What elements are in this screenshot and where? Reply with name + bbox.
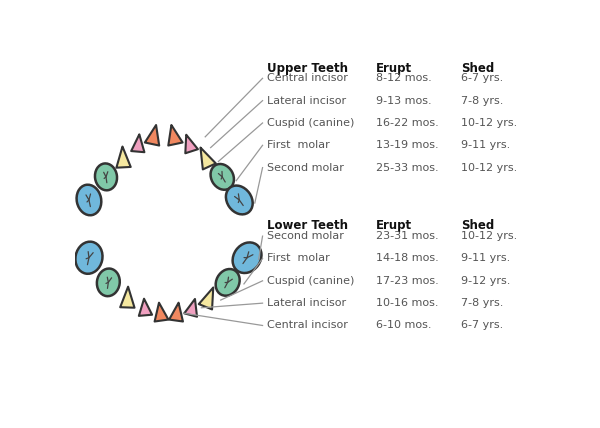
Text: First  molar: First molar <box>267 140 330 150</box>
Text: 14-18 mos.: 14-18 mos. <box>376 253 439 264</box>
Text: Cuspid (canine): Cuspid (canine) <box>267 276 355 286</box>
Ellipse shape <box>226 186 253 214</box>
Polygon shape <box>145 125 159 146</box>
Text: Second molar: Second molar <box>267 231 344 241</box>
Text: 6-7 yrs.: 6-7 yrs. <box>461 73 503 83</box>
Polygon shape <box>169 303 183 321</box>
Text: 10-12 yrs.: 10-12 yrs. <box>461 118 517 128</box>
Text: 16-22 mos.: 16-22 mos. <box>376 118 439 128</box>
Text: 7-8 yrs.: 7-8 yrs. <box>461 298 503 308</box>
Polygon shape <box>168 125 182 146</box>
Ellipse shape <box>95 163 117 190</box>
Text: Lateral incisor: Lateral incisor <box>267 298 346 308</box>
Text: 9-11 yrs.: 9-11 yrs. <box>461 140 510 150</box>
Text: 6-7 yrs.: 6-7 yrs. <box>461 321 503 330</box>
Polygon shape <box>120 287 134 308</box>
Text: 9-12 yrs.: 9-12 yrs. <box>461 276 511 286</box>
Text: Upper Teeth: Upper Teeth <box>267 62 348 75</box>
Ellipse shape <box>215 269 239 296</box>
Ellipse shape <box>77 185 101 215</box>
Polygon shape <box>155 303 169 321</box>
Ellipse shape <box>233 242 262 273</box>
Text: 7-8 yrs.: 7-8 yrs. <box>461 95 503 106</box>
Text: Central incisor: Central incisor <box>267 73 348 83</box>
Text: First  molar: First molar <box>267 253 330 264</box>
Text: Cuspid (canine): Cuspid (canine) <box>267 118 355 128</box>
Ellipse shape <box>97 268 120 296</box>
Text: 10-12 yrs.: 10-12 yrs. <box>461 231 517 241</box>
Text: 13-19 mos.: 13-19 mos. <box>376 140 439 150</box>
Text: 9-11 yrs.: 9-11 yrs. <box>461 253 510 264</box>
Text: 6-10 mos.: 6-10 mos. <box>376 321 431 330</box>
Text: Lateral incisor: Lateral incisor <box>267 95 346 106</box>
Text: Shed: Shed <box>461 219 494 232</box>
Ellipse shape <box>76 242 103 274</box>
Text: Erupt: Erupt <box>376 62 412 75</box>
Text: Lower Teeth: Lower Teeth <box>267 219 348 232</box>
Text: 17-23 mos.: 17-23 mos. <box>376 276 439 286</box>
Polygon shape <box>131 134 145 152</box>
Text: 10-16 mos.: 10-16 mos. <box>376 298 438 308</box>
Text: 8-12 mos.: 8-12 mos. <box>376 73 431 83</box>
Text: 9-13 mos.: 9-13 mos. <box>376 95 431 106</box>
Text: Erupt: Erupt <box>376 219 412 232</box>
Text: Shed: Shed <box>461 62 494 75</box>
Polygon shape <box>116 146 131 168</box>
Polygon shape <box>139 299 152 316</box>
Polygon shape <box>184 299 197 317</box>
Polygon shape <box>200 148 216 169</box>
Polygon shape <box>199 288 213 309</box>
Ellipse shape <box>211 164 234 190</box>
Polygon shape <box>185 135 198 153</box>
Text: 10-12 yrs.: 10-12 yrs. <box>461 163 517 172</box>
Text: Second molar: Second molar <box>267 163 344 172</box>
Text: 23-31 mos.: 23-31 mos. <box>376 231 439 241</box>
Text: 25-33 mos.: 25-33 mos. <box>376 163 439 172</box>
Text: Central incisor: Central incisor <box>267 321 348 330</box>
